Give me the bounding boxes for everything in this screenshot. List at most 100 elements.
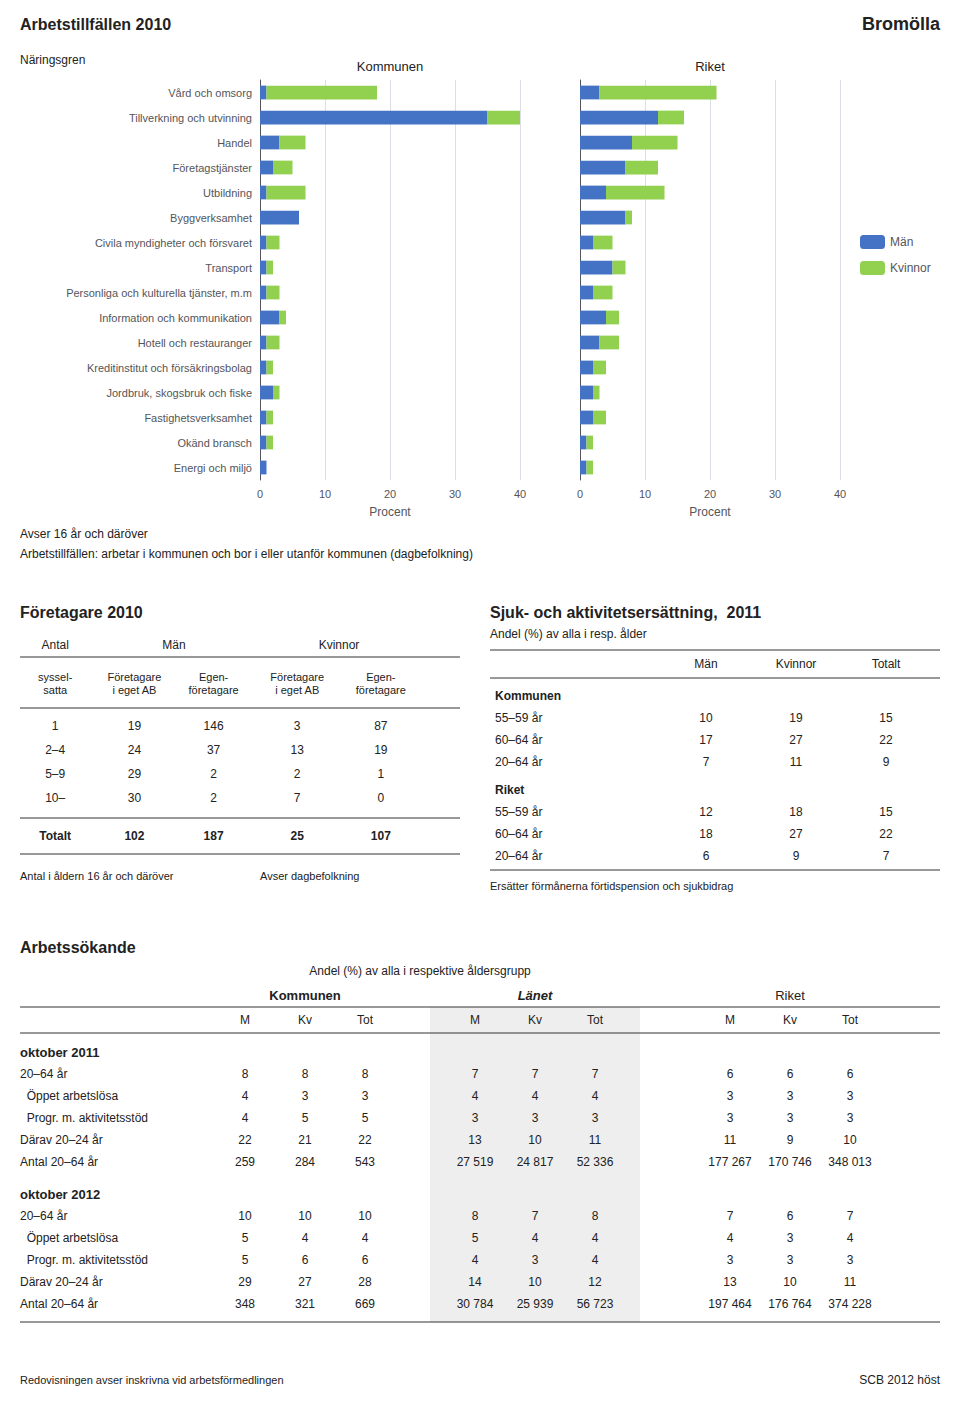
svg-text:Företagare: Företagare bbox=[270, 671, 324, 683]
svg-text:syssel-: syssel- bbox=[38, 671, 73, 683]
svg-text:M: M bbox=[240, 1013, 250, 1027]
svg-text:30: 30 bbox=[128, 791, 142, 805]
svg-text:7: 7 bbox=[532, 1067, 539, 1081]
svg-text:29: 29 bbox=[128, 767, 142, 781]
svg-text:20: 20 bbox=[704, 488, 716, 500]
svg-text:3: 3 bbox=[787, 1089, 794, 1103]
svg-text:6: 6 bbox=[302, 1253, 309, 1267]
svg-text:Öppet arbetslösa: Öppet arbetslösa bbox=[20, 1089, 118, 1103]
svg-text:4: 4 bbox=[302, 1231, 309, 1245]
svg-text:4: 4 bbox=[532, 1231, 539, 1245]
svg-text:0: 0 bbox=[257, 488, 263, 500]
svg-text:20–64 år: 20–64 år bbox=[20, 1209, 67, 1223]
svg-text:Företagare: Företagare bbox=[107, 671, 161, 683]
svg-text:29: 29 bbox=[238, 1275, 252, 1289]
svg-text:Kvinnor: Kvinnor bbox=[319, 638, 360, 652]
svg-text:1: 1 bbox=[52, 719, 59, 733]
svg-text:8: 8 bbox=[362, 1067, 369, 1081]
svg-text:4: 4 bbox=[592, 1089, 599, 1103]
svg-text:27: 27 bbox=[789, 733, 803, 747]
svg-text:Riket: Riket bbox=[695, 59, 725, 74]
svg-text:0: 0 bbox=[377, 791, 384, 805]
svg-text:7: 7 bbox=[847, 1209, 854, 1223]
svg-text:SCB 2012 höst: SCB 2012 höst bbox=[859, 1373, 940, 1387]
svg-text:10: 10 bbox=[238, 1209, 252, 1223]
svg-text:4: 4 bbox=[847, 1231, 854, 1245]
svg-text:Antal 20–64 år: Antal 20–64 år bbox=[20, 1155, 98, 1169]
svg-text:21: 21 bbox=[298, 1133, 312, 1147]
svg-text:17: 17 bbox=[699, 733, 713, 747]
svg-text:Företagare 2010: Företagare 2010 bbox=[20, 604, 143, 621]
svg-text:3: 3 bbox=[294, 719, 301, 733]
svg-text:18: 18 bbox=[699, 827, 713, 841]
svg-text:8: 8 bbox=[472, 1209, 479, 1223]
svg-text:företagare: företagare bbox=[356, 684, 406, 696]
svg-text:11: 11 bbox=[724, 1133, 737, 1147]
svg-text:Antal 20–64 år: Antal 20–64 år bbox=[20, 1297, 98, 1311]
svg-text:2: 2 bbox=[210, 767, 217, 781]
svg-text:10: 10 bbox=[843, 1133, 857, 1147]
svg-text:5: 5 bbox=[302, 1111, 309, 1125]
svg-text:40: 40 bbox=[514, 488, 526, 500]
svg-text:Progr. m. aktivitetsstöd: Progr. m. aktivitetsstöd bbox=[20, 1253, 148, 1267]
svg-text:19: 19 bbox=[374, 743, 388, 757]
svg-text:10: 10 bbox=[639, 488, 651, 500]
svg-text:6: 6 bbox=[787, 1067, 794, 1081]
svg-text:8: 8 bbox=[242, 1067, 249, 1081]
svg-text:24: 24 bbox=[128, 743, 142, 757]
svg-text:Riket: Riket bbox=[495, 783, 524, 797]
svg-text:55–59 år: 55–59 år bbox=[495, 805, 542, 819]
svg-text:4: 4 bbox=[727, 1231, 734, 1245]
svg-text:27: 27 bbox=[298, 1275, 312, 1289]
svg-text:7: 7 bbox=[294, 791, 301, 805]
svg-text:Ersätter förmånerna förtidspen: Ersätter förmånerna förtidspension och s… bbox=[490, 880, 733, 892]
svg-text:Procent: Procent bbox=[369, 505, 411, 519]
svg-text:Kv: Kv bbox=[298, 1013, 312, 1027]
svg-text:170 746: 170 746 bbox=[768, 1155, 812, 1169]
svg-text:Kreditinstitut och försäkrings: Kreditinstitut och försäkringsbolag bbox=[87, 362, 252, 374]
svg-text:Transport: Transport bbox=[205, 262, 252, 274]
svg-text:24 817: 24 817 bbox=[517, 1155, 554, 1169]
svg-text:3: 3 bbox=[532, 1253, 539, 1267]
svg-text:19: 19 bbox=[128, 719, 142, 733]
svg-text:Okänd bransch: Okänd bransch bbox=[177, 437, 252, 449]
svg-text:Män: Män bbox=[162, 638, 185, 652]
svg-text:60–64 år: 60–64 år bbox=[495, 827, 542, 841]
svg-text:Tillverkning och utvinning: Tillverkning och utvinning bbox=[129, 112, 252, 124]
svg-text:9: 9 bbox=[787, 1133, 794, 1147]
svg-text:Länet: Länet bbox=[518, 988, 553, 1003]
svg-text:Sjuk- och aktivitetsersättning: Sjuk- och aktivitetsersättning, 2011 bbox=[490, 604, 761, 621]
svg-text:Totalt: Totalt bbox=[39, 829, 71, 843]
svg-text:1: 1 bbox=[377, 767, 384, 781]
svg-text:19: 19 bbox=[789, 711, 803, 725]
svg-text:669: 669 bbox=[355, 1297, 375, 1311]
svg-text:företagare: företagare bbox=[189, 684, 239, 696]
svg-text:Arbetstillfällen 2010: Arbetstillfällen 2010 bbox=[20, 16, 171, 33]
svg-text:22: 22 bbox=[358, 1133, 372, 1147]
svg-text:27: 27 bbox=[789, 827, 803, 841]
svg-text:9: 9 bbox=[883, 755, 890, 769]
svg-text:Antal i åldern 16 år och däröv: Antal i åldern 16 år och däröver bbox=[20, 870, 174, 882]
svg-text:4: 4 bbox=[472, 1253, 479, 1267]
svg-text:Kommunen: Kommunen bbox=[269, 988, 341, 1003]
svg-text:40: 40 bbox=[834, 488, 846, 500]
svg-text:10: 10 bbox=[783, 1275, 797, 1289]
svg-text:Redovisningen avser inskrivna: Redovisningen avser inskrivna vid arbets… bbox=[20, 1374, 284, 1386]
svg-text:2: 2 bbox=[294, 767, 301, 781]
svg-text:Därav 20–24 år: Därav 20–24 år bbox=[20, 1133, 103, 1147]
svg-text:M: M bbox=[725, 1013, 735, 1027]
svg-text:4: 4 bbox=[592, 1253, 599, 1267]
svg-text:Bromölla: Bromölla bbox=[862, 14, 941, 34]
svg-text:Avser dagbefolkning: Avser dagbefolkning bbox=[260, 870, 359, 882]
svg-text:60–64 år: 60–64 år bbox=[495, 733, 542, 747]
svg-text:37: 37 bbox=[207, 743, 221, 757]
svg-text:284: 284 bbox=[295, 1155, 315, 1169]
svg-text:56 723: 56 723 bbox=[577, 1297, 614, 1311]
svg-text:20–64 år: 20–64 år bbox=[495, 849, 542, 863]
svg-text:6: 6 bbox=[787, 1209, 794, 1223]
svg-text:18: 18 bbox=[789, 805, 803, 819]
svg-text:13: 13 bbox=[723, 1275, 737, 1289]
svg-text:Näringsgren: Näringsgren bbox=[20, 53, 85, 67]
svg-text:12: 12 bbox=[699, 805, 713, 819]
svg-text:3: 3 bbox=[727, 1111, 734, 1125]
